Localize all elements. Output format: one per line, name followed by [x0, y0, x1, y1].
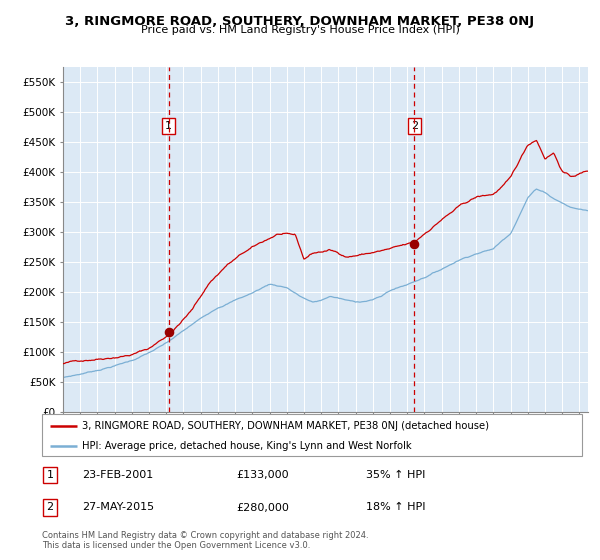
- Text: 2: 2: [47, 502, 53, 512]
- Text: £280,000: £280,000: [236, 502, 289, 512]
- Text: 3, RINGMORE ROAD, SOUTHERY, DOWNHAM MARKET, PE38 0NJ (detached house): 3, RINGMORE ROAD, SOUTHERY, DOWNHAM MARK…: [83, 421, 490, 431]
- Text: 3, RINGMORE ROAD, SOUTHERY, DOWNHAM MARKET, PE38 0NJ: 3, RINGMORE ROAD, SOUTHERY, DOWNHAM MARK…: [65, 15, 535, 27]
- Text: 23-FEB-2001: 23-FEB-2001: [83, 470, 154, 480]
- Text: 18% ↑ HPI: 18% ↑ HPI: [366, 502, 425, 512]
- Text: 27-MAY-2015: 27-MAY-2015: [83, 502, 155, 512]
- Text: 1: 1: [165, 121, 172, 130]
- Text: Price paid vs. HM Land Registry's House Price Index (HPI): Price paid vs. HM Land Registry's House …: [140, 25, 460, 35]
- Point: [164, 328, 173, 337]
- Text: 1: 1: [47, 470, 53, 480]
- Point: [410, 240, 419, 249]
- Text: HPI: Average price, detached house, King's Lynn and West Norfolk: HPI: Average price, detached house, King…: [83, 441, 412, 451]
- Text: 35% ↑ HPI: 35% ↑ HPI: [366, 470, 425, 480]
- Text: 2: 2: [411, 121, 418, 130]
- Text: Contains HM Land Registry data © Crown copyright and database right 2024.
This d: Contains HM Land Registry data © Crown c…: [42, 531, 368, 550]
- Text: £133,000: £133,000: [236, 470, 289, 480]
